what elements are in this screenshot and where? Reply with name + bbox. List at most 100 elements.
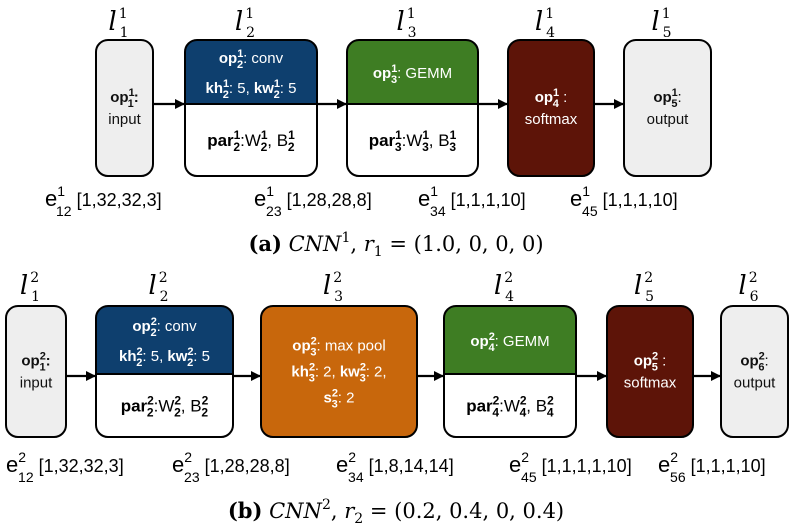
text-segment: : 5, <box>142 348 167 365</box>
edge-shape: [1,28,28,8] <box>282 190 372 210</box>
node-header-fill <box>96 306 233 374</box>
edge-shape: [1,28,28,8] <box>200 456 290 476</box>
text-segment: : 2, <box>315 364 340 381</box>
layer-sup: 2 <box>333 270 342 286</box>
caption-r: r <box>344 499 356 523</box>
layer-sub: 4 <box>546 25 555 41</box>
caption-value: = (0.2, 0.4, 0, 0.4) <box>363 499 564 523</box>
superscript: 2 <box>174 394 181 408</box>
layer-base: l <box>20 271 28 301</box>
edge-sup: 2 <box>18 449 26 465</box>
subscript: 2 <box>223 89 229 101</box>
edge-sub: 12 <box>18 469 34 485</box>
subscript: 2 <box>261 140 268 154</box>
subscript: 3 <box>422 140 429 154</box>
caption-label: (b) <box>228 498 263 523</box>
edge-shape: [1,1,1,1,10] <box>537 456 632 476</box>
text-segment: kw <box>167 348 187 365</box>
subscript: 2 <box>136 357 142 369</box>
text-segment: s <box>324 390 332 407</box>
node-text-line: input <box>108 111 141 128</box>
edge-sub: 23 <box>184 469 200 485</box>
superscript: 1 <box>237 48 243 60</box>
layer-base: l <box>323 271 331 301</box>
superscript: 2 <box>360 362 366 374</box>
node-border <box>95 39 154 177</box>
layer-sup: 2 <box>159 270 168 286</box>
text-segment: kh <box>291 364 309 381</box>
edge-sub: 56 <box>670 469 686 485</box>
subscript: 5 <box>652 362 658 374</box>
node-border <box>95 305 234 438</box>
subscript: 4 <box>547 406 554 420</box>
text-segment: par <box>369 131 396 150</box>
subscript: 5 <box>671 98 677 110</box>
layer-sup: 1 <box>662 6 671 22</box>
text-segment: kh <box>206 80 224 97</box>
subscript: 2 <box>150 327 156 339</box>
edge-sup: 2 <box>521 449 529 465</box>
subscript: 4 <box>520 406 527 420</box>
superscript: 1 <box>129 87 135 99</box>
edge-sup: 1 <box>57 183 65 199</box>
text-segment: : <box>658 353 666 370</box>
edge-sup: 1 <box>582 183 590 199</box>
superscript: 1 <box>422 128 429 142</box>
text-segment: : <box>134 89 139 106</box>
text-segment: op <box>634 353 652 370</box>
layer-base: l <box>396 7 404 37</box>
edge-sub: 45 <box>582 203 598 219</box>
superscript: 1 <box>391 63 397 75</box>
text-segment: output <box>734 375 777 392</box>
text-segment: op <box>740 353 758 370</box>
edge-sup: 2 <box>184 449 192 465</box>
layer-sub: 2 <box>160 289 169 305</box>
superscript: 2 <box>151 316 157 328</box>
caption-value: = (1.0, 0, 0, 0) <box>383 232 544 256</box>
caption-name-sup: 2 <box>322 497 331 513</box>
node-header-fill <box>444 306 576 374</box>
subscript: 3 <box>395 140 402 154</box>
layer-base: l <box>535 7 543 37</box>
edge-sub: 34 <box>348 469 364 485</box>
layer-sub: 1 <box>120 25 129 41</box>
edge-base: e <box>172 452 184 477</box>
subscript: 2 <box>174 406 181 420</box>
layer-sub: 6 <box>750 289 759 305</box>
figure-caption: (b) CNN2, r2 = (0.2, 0.4, 0, 0.4) <box>228 497 564 527</box>
edge-label: e1 23 [1,28,28,8] <box>254 183 372 219</box>
text-segment: op <box>653 89 671 106</box>
node-border <box>346 39 479 177</box>
text-segment: softmax <box>624 375 677 392</box>
layer-base: l <box>634 271 642 301</box>
subscript: 1 <box>39 362 45 374</box>
node-text-line: output <box>647 111 690 128</box>
edge-base: e <box>658 452 670 477</box>
layer-sup: 1 <box>119 6 128 22</box>
text-segment: kh <box>119 348 137 365</box>
text-segment: , B <box>429 131 450 150</box>
layer-sub: 5 <box>645 289 654 305</box>
figure-caption: (a) CNN1, r1 = (1.0, 0, 0, 0) <box>248 230 543 260</box>
edge-label: e2 23 [1,28,28,8] <box>172 449 290 485</box>
node-border <box>260 305 418 438</box>
edge-sup: 1 <box>266 183 274 199</box>
edge-shape: [1,1,1,10] <box>446 190 526 210</box>
text-segment: :W <box>402 131 423 150</box>
text-segment: : 2, <box>366 364 387 381</box>
